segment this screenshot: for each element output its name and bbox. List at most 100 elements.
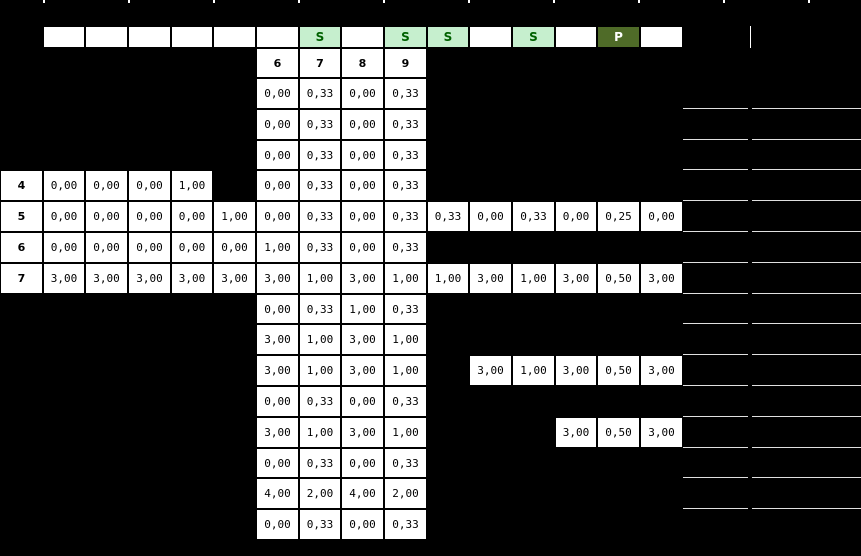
status-cell-blank[interactable] — [342, 27, 383, 47]
table-cell[interactable]: 0,00 — [342, 171, 383, 200]
table-cell[interactable]: 0,00 — [44, 171, 84, 200]
status-cell-blank[interactable] — [129, 27, 170, 47]
row-header-cell[interactable]: 5 — [1, 202, 42, 231]
row-header-cell[interactable]: 6 — [1, 233, 42, 262]
table-cell[interactable]: 0,00 — [257, 202, 298, 231]
table-cell[interactable]: 1,00 — [342, 295, 383, 323]
table-cell[interactable]: 0,33 — [300, 510, 340, 539]
table-cell[interactable]: 0,33 — [513, 202, 554, 231]
table-cell[interactable]: 0,33 — [385, 387, 426, 416]
table-cell[interactable]: 1,00 — [300, 264, 340, 293]
table-cell[interactable]: 0,50 — [598, 418, 639, 447]
table-cell[interactable]: 3,00 — [641, 356, 682, 385]
table-cell[interactable]: 0,00 — [129, 171, 170, 200]
table-cell[interactable]: 2,00 — [300, 479, 340, 508]
table-cell[interactable]: 0,33 — [385, 110, 426, 139]
status-cell-s[interactable]: S — [428, 27, 468, 47]
table-cell[interactable]: 3,00 — [44, 264, 84, 293]
table-cell[interactable]: 3,00 — [86, 264, 127, 293]
table-cell[interactable]: 0,00 — [257, 141, 298, 169]
table-cell[interactable]: 3,00 — [257, 356, 298, 385]
table-cell[interactable]: 1,00 — [385, 264, 426, 293]
table-cell[interactable]: 3,00 — [342, 325, 383, 354]
table-cell[interactable]: 0,00 — [172, 233, 212, 262]
table-cell[interactable]: 0,33 — [385, 510, 426, 539]
table-cell[interactable]: 0,00 — [257, 171, 298, 200]
table-cell[interactable]: 1,00 — [385, 418, 426, 447]
table-cell[interactable]: 0,33 — [385, 295, 426, 323]
table-cell[interactable]: 3,00 — [257, 264, 298, 293]
table-cell[interactable]: 1,00 — [300, 356, 340, 385]
column-header-cell[interactable]: 7 — [300, 49, 340, 77]
table-cell[interactable]: 3,00 — [556, 264, 596, 293]
table-cell[interactable]: 0,00 — [342, 510, 383, 539]
table-cell[interactable]: 3,00 — [342, 264, 383, 293]
table-cell[interactable]: 3,00 — [257, 325, 298, 354]
table-cell[interactable]: 0,00 — [342, 202, 383, 231]
table-cell[interactable]: 0,33 — [385, 79, 426, 108]
table-cell[interactable]: 0,33 — [385, 202, 426, 231]
status-cell-blank[interactable] — [86, 27, 127, 47]
table-cell[interactable]: 0,00 — [257, 449, 298, 477]
table-cell[interactable]: 0,33 — [385, 171, 426, 200]
table-cell[interactable]: 0,25 — [598, 202, 639, 231]
status-cell-blank[interactable] — [172, 27, 212, 47]
table-cell[interactable]: 0,33 — [300, 79, 340, 108]
table-cell[interactable]: 0,33 — [385, 449, 426, 477]
table-cell[interactable]: 0,00 — [257, 110, 298, 139]
table-cell[interactable]: 1,00 — [513, 264, 554, 293]
table-cell[interactable]: 0,33 — [300, 233, 340, 262]
status-cell-s[interactable]: S — [513, 27, 554, 47]
table-cell[interactable]: 3,00 — [556, 418, 596, 447]
table-cell[interactable]: 0,33 — [428, 202, 468, 231]
table-cell[interactable]: 0,33 — [300, 202, 340, 231]
table-cell[interactable]: 0,00 — [556, 202, 596, 231]
status-cell-blank[interactable] — [44, 27, 84, 47]
table-cell[interactable]: 0,33 — [385, 141, 426, 169]
table-cell[interactable]: 0,00 — [342, 449, 383, 477]
table-cell[interactable]: 3,00 — [641, 418, 682, 447]
table-cell[interactable]: 0,33 — [300, 449, 340, 477]
status-cell-s[interactable]: S — [300, 27, 340, 47]
table-cell[interactable]: 0,00 — [257, 510, 298, 539]
table-cell[interactable]: 3,00 — [129, 264, 170, 293]
table-cell[interactable]: 1,00 — [385, 325, 426, 354]
table-cell[interactable]: 0,00 — [641, 202, 682, 231]
table-cell[interactable]: 0,00 — [342, 110, 383, 139]
table-cell[interactable]: 0,00 — [342, 387, 383, 416]
status-cell-blank[interactable] — [470, 27, 511, 47]
table-cell[interactable]: 0,00 — [86, 233, 127, 262]
column-header-cell[interactable]: 6 — [257, 49, 298, 77]
table-cell[interactable]: 1,00 — [300, 418, 340, 447]
table-cell[interactable]: 0,50 — [598, 356, 639, 385]
status-cell-blank[interactable] — [257, 27, 298, 47]
table-cell[interactable]: 0,00 — [342, 79, 383, 108]
column-header-cell[interactable]: 9 — [385, 49, 426, 77]
table-cell[interactable]: 1,00 — [513, 356, 554, 385]
table-cell[interactable]: 0,33 — [300, 141, 340, 169]
table-cell[interactable]: 0,33 — [300, 387, 340, 416]
table-cell[interactable]: 0,00 — [86, 171, 127, 200]
table-cell[interactable]: 0,00 — [342, 233, 383, 262]
status-cell-blank[interactable] — [641, 27, 682, 47]
status-cell-blank[interactable] — [214, 27, 255, 47]
table-cell[interactable]: 0,33 — [300, 295, 340, 323]
table-cell[interactable]: 0,00 — [257, 79, 298, 108]
table-cell[interactable]: 1,00 — [428, 264, 468, 293]
table-cell[interactable]: 1,00 — [172, 171, 212, 200]
table-cell[interactable]: 1,00 — [214, 202, 255, 231]
table-cell[interactable]: 4,00 — [342, 479, 383, 508]
table-cell[interactable]: 0,00 — [257, 387, 298, 416]
status-cell-p[interactable]: P — [598, 27, 639, 47]
table-cell[interactable]: 3,00 — [470, 264, 511, 293]
table-cell[interactable]: 3,00 — [342, 356, 383, 385]
table-cell[interactable]: 0,00 — [342, 141, 383, 169]
table-cell[interactable]: 0,00 — [86, 202, 127, 231]
table-cell[interactable]: 3,00 — [470, 356, 511, 385]
table-cell[interactable]: 3,00 — [556, 356, 596, 385]
table-cell[interactable]: 0,00 — [129, 202, 170, 231]
table-cell[interactable]: 0,00 — [172, 202, 212, 231]
table-cell[interactable]: 0,00 — [44, 233, 84, 262]
table-cell[interactable]: 3,00 — [172, 264, 212, 293]
row-header-cell[interactable]: 7 — [1, 264, 42, 293]
